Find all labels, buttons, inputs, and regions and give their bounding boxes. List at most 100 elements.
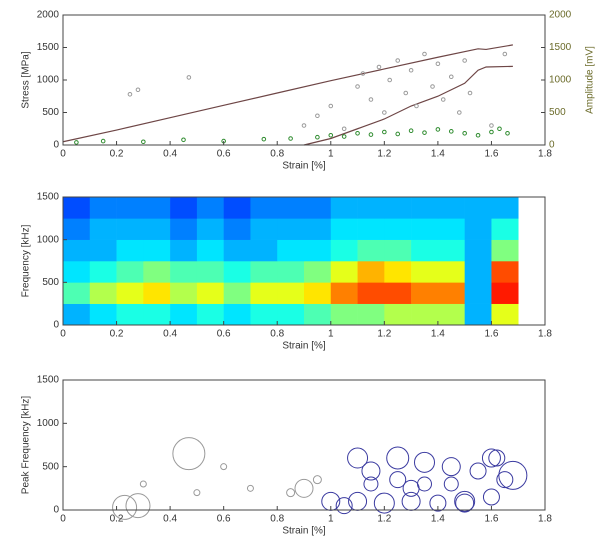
spectrogram-cell	[223, 261, 251, 283]
x-tick-label: 1.2	[377, 514, 391, 525]
spectrogram-cell	[277, 261, 305, 283]
amplitude-point	[457, 110, 462, 115]
amplitude-point	[448, 129, 454, 134]
x-tick-label: 0	[60, 329, 66, 340]
spectrogram-cell	[250, 218, 278, 240]
spectrogram-cell	[196, 218, 224, 240]
amplitude-point	[328, 132, 334, 138]
stress-line	[303, 65, 513, 146]
spectrogram-cell	[411, 197, 439, 219]
amplitude-point	[505, 131, 510, 136]
amplitude-point	[127, 92, 133, 97]
bubble	[496, 471, 514, 489]
spectrogram-cell	[196, 239, 224, 262]
spectrogram-cell	[116, 303, 144, 326]
amplitude-point	[355, 131, 360, 136]
bubble	[246, 484, 254, 492]
spectrogram-cell	[437, 218, 465, 240]
y2-tick-label: 2000	[549, 10, 572, 21]
spectrogram-cell	[411, 239, 439, 262]
x-axis-label: Strain [%]	[282, 526, 326, 537]
amplitude-point	[341, 134, 347, 139]
amplitude-point	[100, 138, 106, 144]
amplitude-point	[395, 131, 401, 137]
amplitude-point	[181, 137, 186, 143]
spectrogram-cell	[464, 239, 492, 262]
x-tick-label: 0	[60, 149, 66, 160]
spectrogram-cell	[304, 282, 332, 304]
spectrogram-cell	[250, 197, 278, 219]
amplitude-point	[497, 126, 502, 132]
bubble	[335, 497, 353, 515]
amplitude-point	[368, 132, 374, 137]
x-tick-label: 1.4	[431, 329, 445, 340]
bubble	[286, 488, 296, 498]
spectrogram-cell	[491, 261, 519, 283]
amplitude-point	[467, 90, 473, 96]
spectrogram-cell	[304, 197, 332, 219]
bubble	[429, 494, 447, 512]
y2-axis-label: Amplitude [mV]	[585, 46, 596, 114]
bubble	[363, 476, 379, 492]
spectrogram-cell	[357, 239, 385, 262]
spectrogram-cell	[223, 282, 251, 304]
amplitude-point	[475, 132, 481, 138]
spectrogram-cell	[384, 303, 412, 326]
spectrogram-cell	[357, 282, 385, 304]
spectrogram-cell	[357, 197, 385, 219]
y-tick-label: 500	[42, 461, 59, 472]
x-axis-label: Strain [%]	[282, 341, 326, 352]
y2-tick-label: 500	[549, 107, 566, 118]
spectrogram-cell	[330, 197, 358, 219]
spectrogram-cell	[223, 197, 251, 219]
spectrogram-cell	[464, 197, 492, 219]
spectrogram-cell	[277, 239, 305, 262]
spectrogram-cell	[464, 218, 492, 240]
y-tick-label: 1500	[37, 42, 60, 53]
spectrogram-cell	[89, 197, 117, 219]
bubble	[469, 462, 487, 480]
spectrogram-cell	[89, 239, 117, 262]
bubble	[312, 475, 322, 485]
spectrogram-cell	[143, 239, 171, 262]
x-tick-label: 0.4	[163, 149, 177, 160]
spectrogram-cell	[63, 239, 91, 262]
bubble	[347, 447, 369, 469]
spectrogram-cell	[250, 282, 278, 304]
spectrogram-cell	[196, 303, 224, 326]
spectrogram-cell	[357, 261, 385, 283]
x-tick-label: 0.4	[163, 514, 177, 525]
x-tick-label: 0.6	[217, 329, 231, 340]
spectrogram-cell	[170, 261, 198, 283]
spectrogram-cell	[491, 218, 519, 240]
y-tick-label: 2000	[37, 10, 60, 21]
amplitude-point	[403, 90, 409, 96]
plot-frame	[62, 379, 546, 511]
amplitude-point	[368, 97, 374, 102]
spectrogram-cell	[304, 261, 332, 283]
amplitude-point	[408, 128, 414, 133]
spectrogram-cell	[277, 218, 305, 240]
spectrogram-cell	[464, 261, 492, 283]
amplitude-point	[261, 136, 267, 142]
spectrogram-cell	[491, 282, 519, 304]
spectrogram-cell	[304, 218, 332, 240]
spectrogram-cell	[63, 261, 91, 283]
spectrogram-cell	[116, 218, 144, 240]
bubble	[443, 476, 459, 492]
bubble	[172, 437, 206, 471]
spectrogram-cell	[196, 282, 224, 304]
x-tick-label: 1.8	[538, 514, 552, 525]
spectrogram-cell	[357, 303, 385, 326]
amplitude-point	[502, 51, 508, 57]
bubble	[417, 476, 432, 492]
x-tick-label: 1	[328, 149, 334, 160]
spectrogram-cell	[170, 282, 198, 304]
spectrogram-cell	[437, 282, 465, 304]
spectrogram-cell	[63, 197, 91, 219]
spectrogram-cell	[330, 282, 358, 304]
spectrogram-cell	[411, 282, 439, 304]
amplitude-point	[440, 97, 446, 102]
amplitude-point	[186, 75, 192, 80]
